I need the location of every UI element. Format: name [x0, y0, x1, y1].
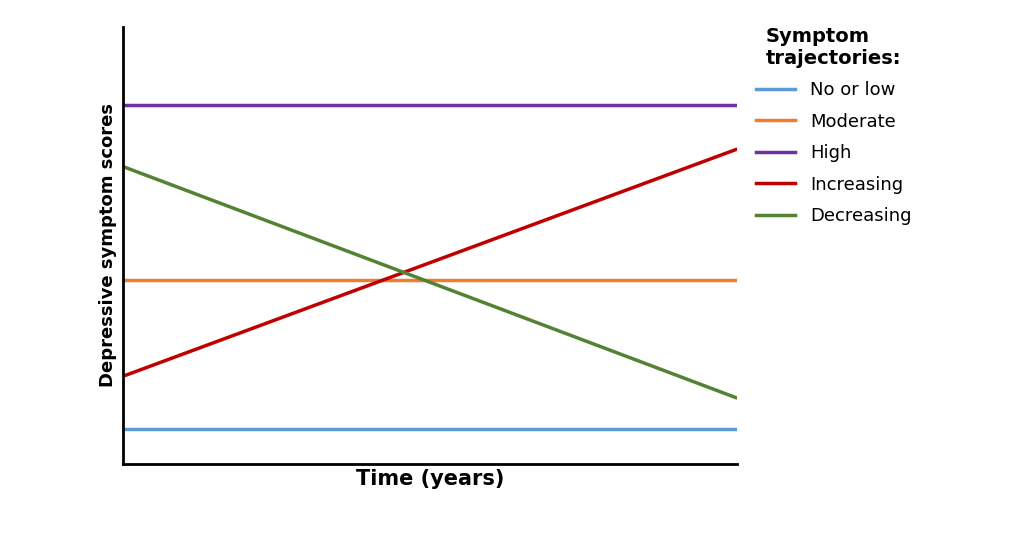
- X-axis label: Time (years): Time (years): [356, 469, 504, 489]
- Y-axis label: Depressive symptom scores: Depressive symptom scores: [99, 103, 118, 387]
- Legend: No or low, Moderate, High, Increasing, Decreasing: No or low, Moderate, High, Increasing, D…: [756, 27, 911, 225]
